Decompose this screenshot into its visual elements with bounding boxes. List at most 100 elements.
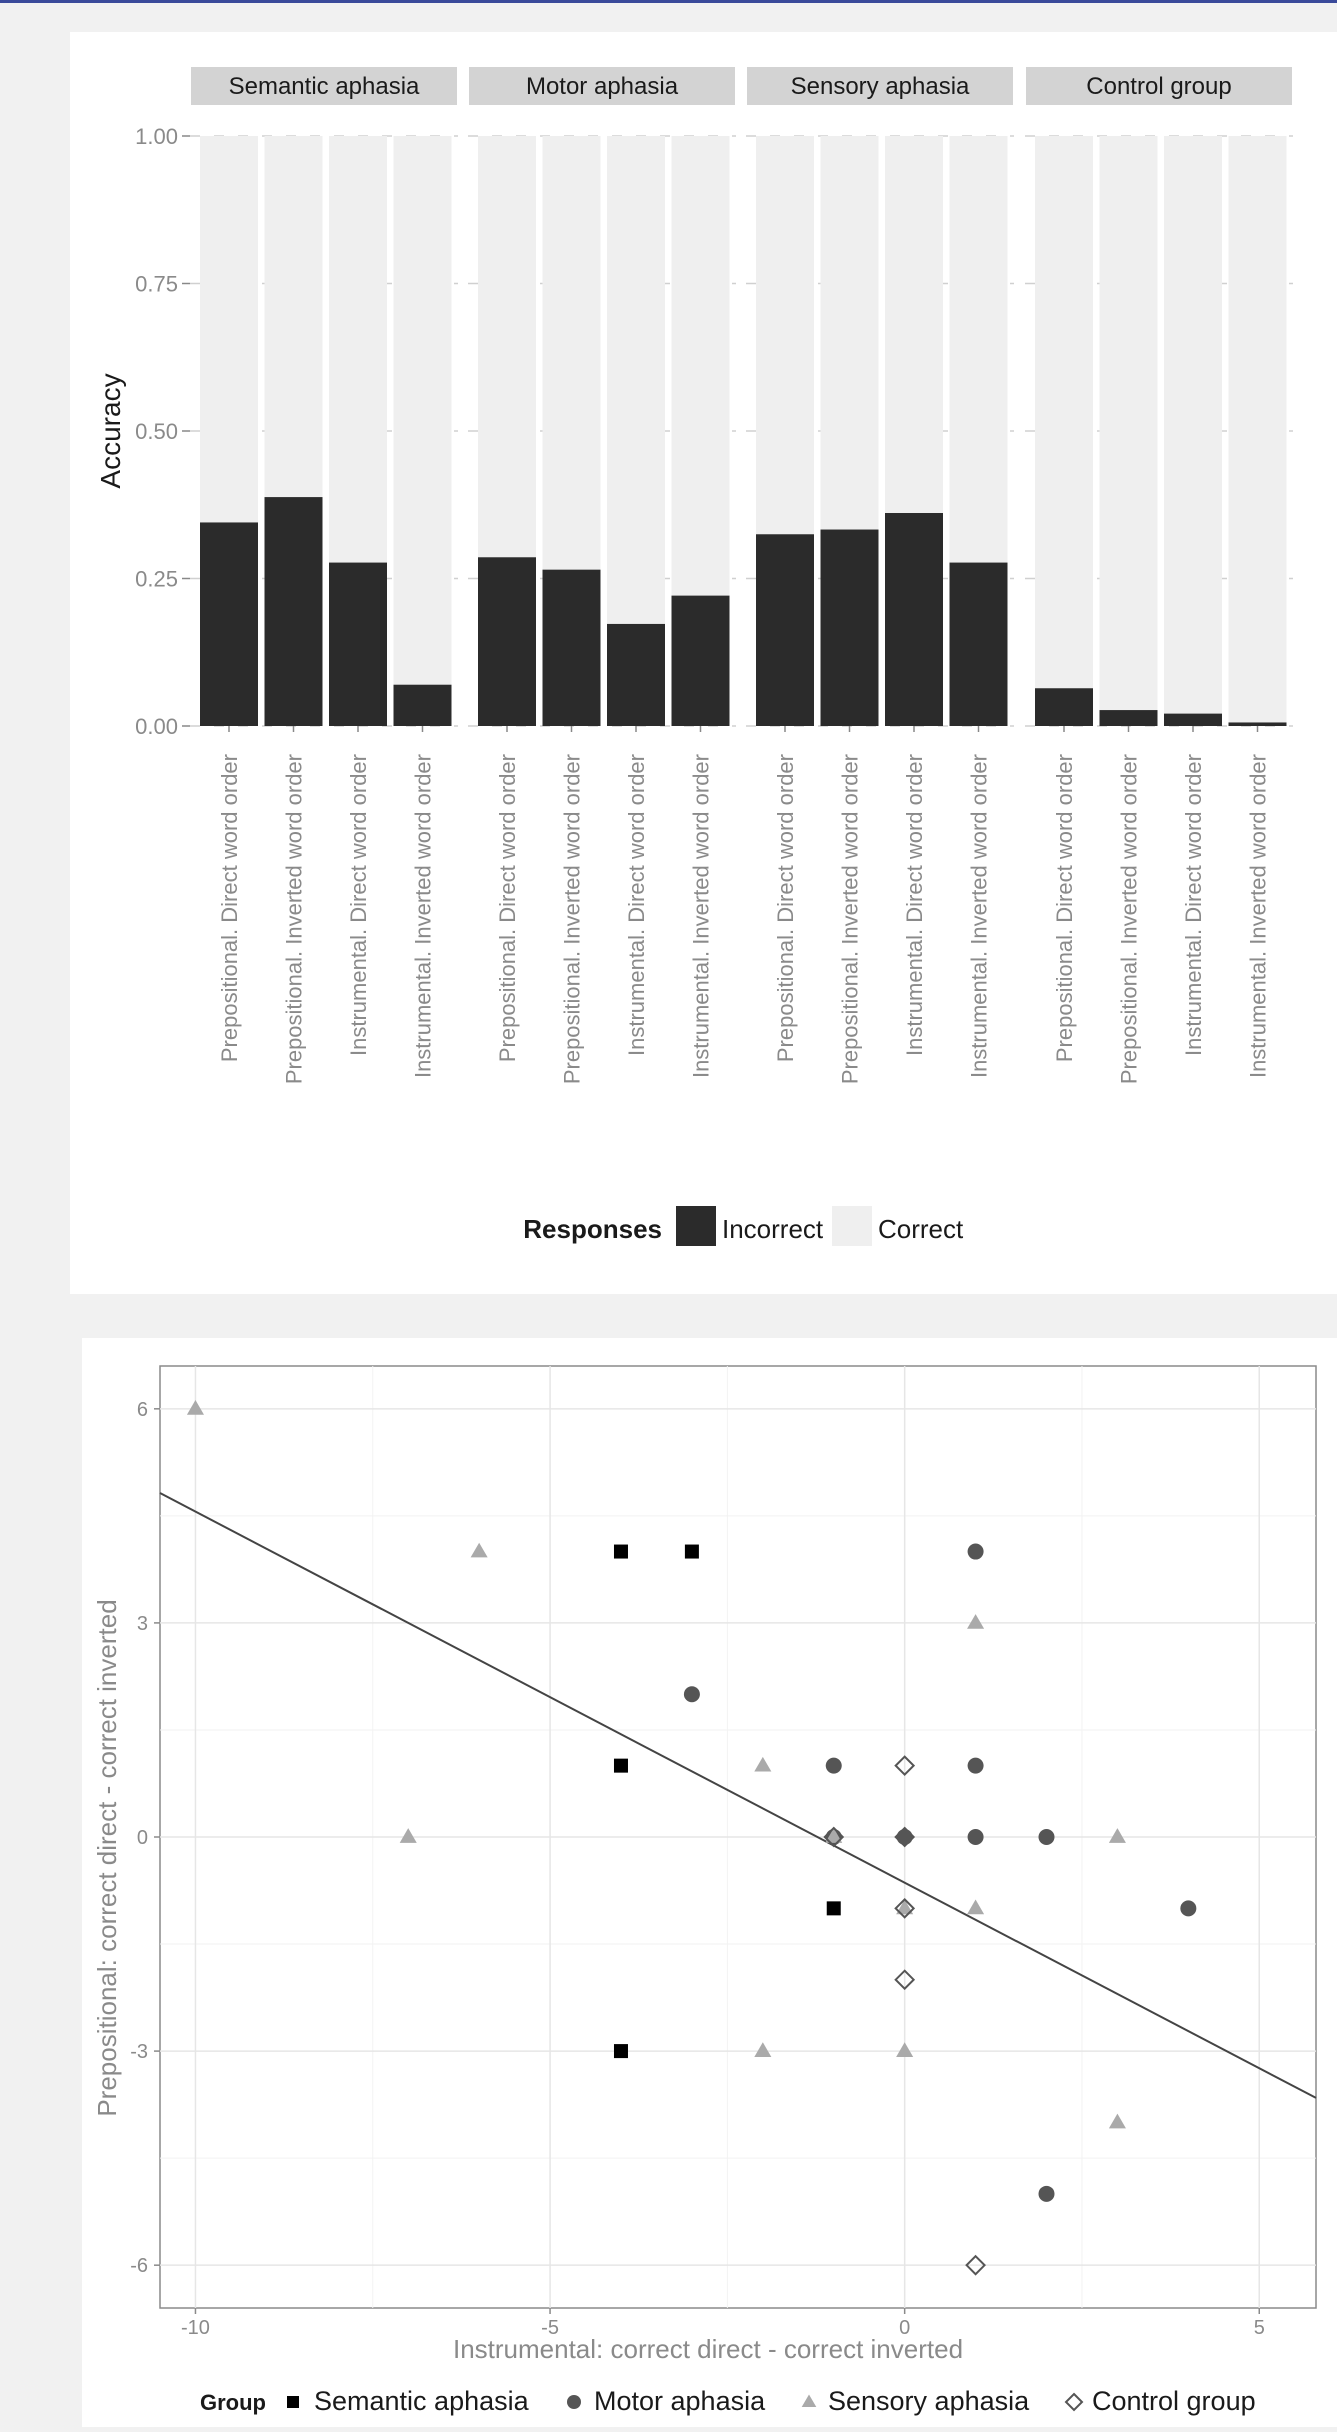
- point-sensory-aphasia: [186, 1399, 204, 1415]
- point-sensory-aphasia: [825, 1828, 843, 1843]
- legend-key-semantic-aphasia: [287, 2396, 299, 2408]
- legend-label: Sensory aphasia: [828, 2386, 1030, 2416]
- facet-title: Sensory aphasia: [791, 73, 970, 100]
- bar-correct: [756, 136, 814, 535]
- legend-title: Group: [200, 2390, 266, 2415]
- point-control-group: [823, 1826, 845, 1848]
- x-tick-label: Prepositional. Direct word order: [217, 754, 242, 1062]
- bar-incorrect: [607, 623, 665, 726]
- x-tick-label: Prepositional. Inverted word order: [560, 754, 585, 1084]
- point-sensory-aphasia: [896, 2042, 914, 2057]
- regression-line: [159, 1492, 1317, 2099]
- bar-chart: Semantic aphasia Prepositional. Direct wo…: [95, 67, 1293, 1246]
- bar-incorrect: [200, 522, 258, 726]
- x-tick-label: Instrumental. Inverted word order: [689, 754, 714, 1078]
- x-tick-label: Instrumental. Inverted word order: [411, 754, 436, 1078]
- scatter-plot-panel: -10 -5 0 5 6 3 0 -3 -6 Instrumental: correct dire…: [82, 1338, 1337, 2427]
- point-sensory-aphasia: [754, 1756, 772, 1772]
- x-tick-label: -5: [541, 2317, 559, 2339]
- legend-key-motor-aphasia: [567, 2395, 581, 2409]
- bar-correct: [478, 136, 536, 558]
- bar-incorrect: [1228, 722, 1287, 726]
- y-axis-label: Accuracy: [95, 373, 126, 488]
- facet-strip: [469, 67, 735, 105]
- y-tick-label: 1.00: [135, 124, 178, 149]
- facet-title: Semantic aphasia: [229, 73, 420, 100]
- legend-label-incorrect: Incorrect: [722, 1214, 824, 1244]
- point-sensory-aphasia: [1108, 2113, 1126, 2129]
- point-control-group: [894, 1755, 916, 1777]
- bar-correct: [820, 136, 879, 530]
- x-tick-label: Prepositional. Inverted word order: [1117, 754, 1142, 1084]
- point-sensory-aphasia: [1108, 1828, 1126, 1843]
- facet-title: Control group: [1086, 73, 1231, 100]
- bar-correct: [1164, 136, 1222, 714]
- facet-title: Motor aphasia: [526, 73, 679, 100]
- point-motor-aphasia: [1180, 1900, 1197, 1917]
- legend-label: Semantic aphasia: [314, 2386, 530, 2416]
- point-sensory-aphasia: [896, 1899, 914, 1915]
- point-motor-aphasia: [967, 1543, 984, 1560]
- scatter-plot: -10 -5 0 5 6 3 0 -3 -6 Instrumental: correct dire…: [92, 1365, 1317, 2416]
- bar-correct: [1099, 136, 1158, 711]
- bar-correct: [542, 136, 601, 570]
- point-control-group: [894, 1969, 916, 1991]
- bar-incorrect: [1164, 713, 1222, 726]
- legend-title: Responses: [523, 1214, 662, 1244]
- y-tick-label: -6: [130, 2255, 148, 2277]
- x-tick-label: -10: [181, 2317, 210, 2339]
- x-axis-label: Instrumental: correct direct - correct i…: [453, 2334, 963, 2364]
- x-tick-label: Prepositional. Inverted word order: [282, 754, 307, 1084]
- x-tick-label: Prepositional. Direct word order: [773, 754, 798, 1062]
- x-tick-label: Prepositional. Inverted word order: [838, 754, 863, 1084]
- point-control-group: [965, 2254, 986, 2276]
- bar-incorrect: [393, 684, 452, 726]
- y-tick-label: 0.50: [135, 419, 178, 444]
- point-motor-aphasia: [967, 1829, 984, 1845]
- y-tick-label: 0: [137, 1827, 148, 1849]
- bar-correct: [885, 136, 943, 514]
- x-tick-label: 5: [1254, 2317, 1265, 2339]
- facet-strip: [191, 67, 457, 105]
- point-motor-aphasia: [683, 1686, 700, 1703]
- point-semantic-aphasia: [613, 1544, 628, 1559]
- point-motor-aphasia: [967, 1757, 984, 1774]
- bar-incorrect: [478, 557, 536, 726]
- bar-incorrect: [1035, 688, 1093, 726]
- point-control-group: [894, 1826, 916, 1848]
- point-motor-aphasia: [1038, 2185, 1055, 2202]
- y-axis-label: Prepositional: correct direct - correct …: [92, 1599, 122, 2116]
- legend-label-correct: Correct: [878, 1214, 964, 1244]
- point-sensory-aphasia: [967, 1614, 985, 1629]
- legend-key-incorrect: [676, 1206, 716, 1246]
- y-tick-label: 3: [137, 1613, 148, 1635]
- legend-key-correct: [832, 1206, 872, 1246]
- bar-incorrect: [949, 562, 1008, 726]
- bar-correct: [671, 136, 730, 596]
- bar-correct: [264, 136, 323, 498]
- legend-key-sensory-aphasia: [801, 2394, 817, 2408]
- x-tick-label: Instrumental. Direct word order: [902, 754, 927, 1056]
- x-tick-label: Instrumental. Inverted word order: [1246, 754, 1271, 1078]
- bar-incorrect: [1099, 710, 1158, 726]
- y-tick-label: 0.75: [135, 272, 178, 297]
- y-tick-label: 0.25: [135, 567, 178, 592]
- bar-correct: [949, 136, 1008, 563]
- bar-correct: [393, 136, 452, 685]
- point-sensory-aphasia: [399, 1828, 417, 1843]
- y-tick-label: 6: [137, 1399, 148, 1421]
- point-motor-aphasia: [1038, 1829, 1055, 1845]
- y-tick-label: -3: [130, 2041, 148, 2063]
- x-tick-label: Instrumental. Direct word order: [624, 754, 649, 1056]
- point-sensory-aphasia: [470, 1542, 488, 1558]
- point-semantic-aphasia: [684, 1544, 699, 1559]
- bar-incorrect: [671, 595, 730, 726]
- point-motor-aphasia: [896, 1829, 913, 1845]
- point-sensory-aphasia: [967, 1899, 985, 1915]
- bar-incorrect: [264, 497, 323, 726]
- bar-incorrect: [756, 534, 814, 726]
- point-control-group: [894, 1897, 916, 1919]
- x-tick-label: Prepositional. Direct word order: [495, 754, 520, 1062]
- x-tick-label: Prepositional. Direct word order: [1052, 754, 1077, 1062]
- bar-correct: [1228, 136, 1287, 723]
